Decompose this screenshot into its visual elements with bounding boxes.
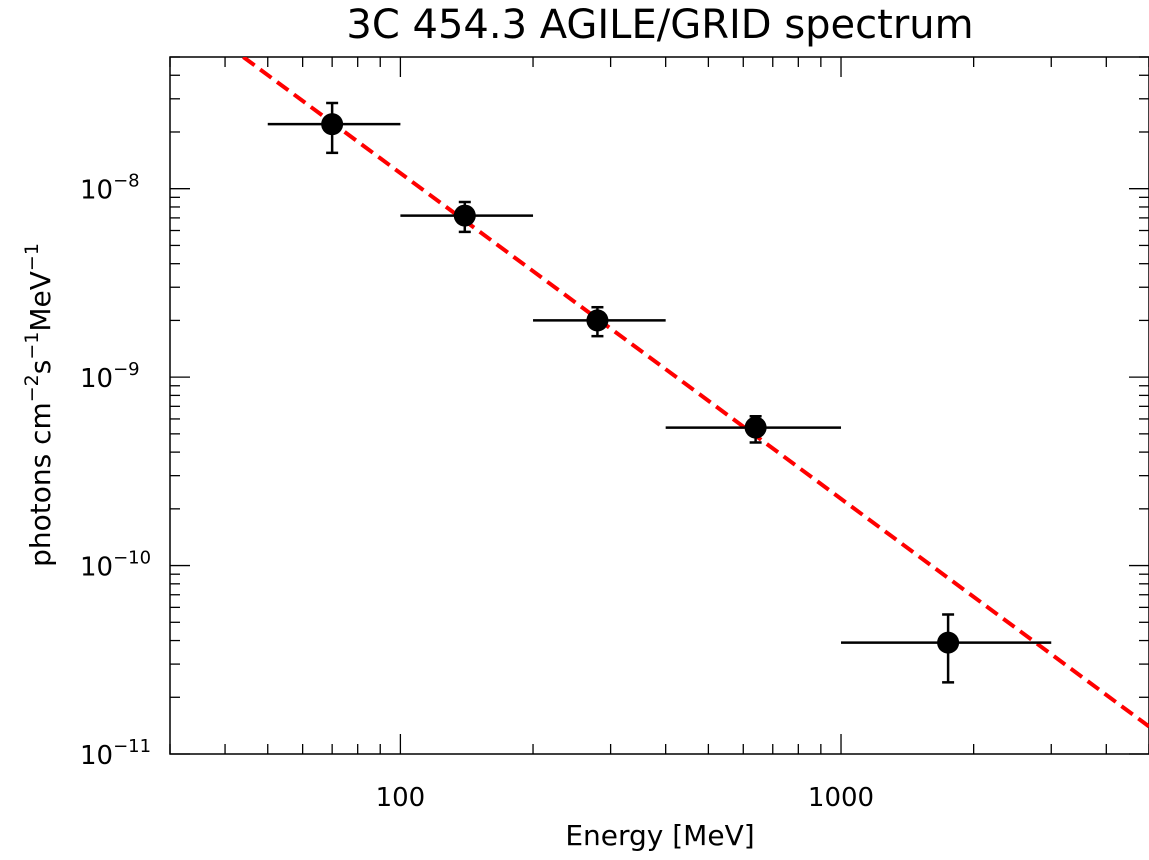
data-point-group bbox=[665, 415, 842, 444]
data-point-group bbox=[841, 613, 1052, 684]
data-point-group bbox=[533, 305, 666, 338]
y-tick-label-base: 10 bbox=[80, 176, 113, 206]
y-tick-label: 10−9 bbox=[80, 359, 140, 394]
y-tick-label-exponent: −11 bbox=[113, 736, 151, 757]
fit-line bbox=[242, 57, 1149, 729]
y-tick-label-exponent: −10 bbox=[113, 548, 151, 569]
axis-ticks bbox=[169, 56, 1149, 755]
y-axis-label-unit: MeV bbox=[24, 271, 57, 332]
y-axis-label: photons cm−2s−1MeV−1 bbox=[21, 243, 57, 567]
y-tick-label-base: 10 bbox=[80, 553, 113, 583]
plot-frame bbox=[169, 56, 1149, 755]
x-tick-labels: 100 1000 bbox=[376, 783, 875, 813]
y-tick-label: 10−10 bbox=[80, 548, 151, 583]
y-axis-label-exp1: −2 bbox=[21, 374, 43, 402]
y-tick-label-exponent: −8 bbox=[113, 171, 140, 192]
y-axis-label-exp2: −1 bbox=[21, 332, 43, 360]
chart-title: 3C 454.3 AGILE/GRID spectrum bbox=[346, 2, 973, 48]
data-point-group bbox=[267, 101, 401, 155]
data-point bbox=[744, 416, 767, 439]
y-tick-label-exponent: −9 bbox=[113, 359, 140, 380]
y-tick-label: 10−11 bbox=[80, 736, 151, 771]
y-axis-label-mid: s bbox=[24, 360, 57, 375]
y-axis-label-exp3: −1 bbox=[21, 243, 43, 271]
data-point-group bbox=[400, 200, 534, 234]
data-point bbox=[586, 309, 609, 332]
y-tick-label: 10−8 bbox=[80, 171, 140, 206]
data-point bbox=[453, 204, 476, 227]
x-axis-label: Energy [MeV] bbox=[565, 819, 754, 852]
fit-line-layer bbox=[242, 57, 1149, 729]
y-axis-label-base: photons cm bbox=[24, 402, 57, 567]
data-point bbox=[937, 631, 960, 654]
data-point bbox=[321, 113, 344, 136]
y-tick-label-base: 10 bbox=[80, 741, 113, 771]
data-points-layer bbox=[267, 101, 1052, 684]
y-tick-label-base: 10 bbox=[80, 364, 113, 394]
x-tick-label: 1000 bbox=[808, 783, 874, 813]
x-tick-label: 100 bbox=[376, 783, 426, 813]
